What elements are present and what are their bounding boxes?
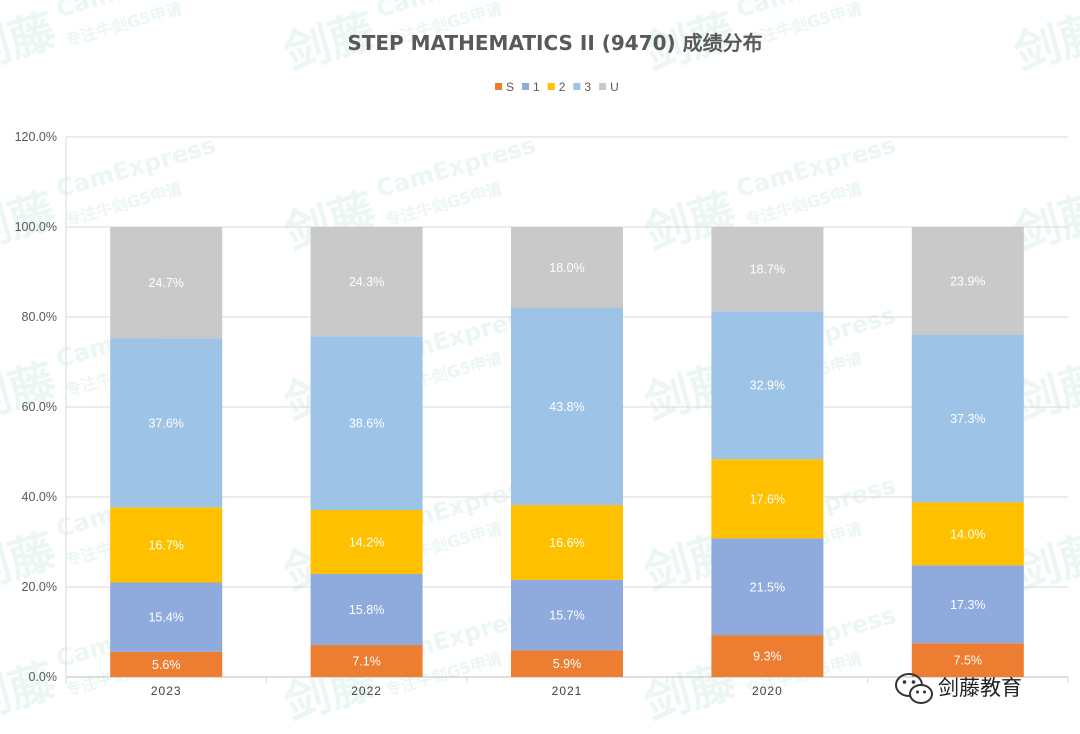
bar-stack: 9.3% 21.5% 17.6% 32.9% 18.7% (711, 227, 824, 677)
chart-title: STEP MATHEMATICS II (9470) 成绩分布 (347, 31, 762, 55)
data-label: 5.6% (152, 658, 181, 672)
data-label: 5.9% (553, 657, 582, 671)
legend-item: 1 (522, 80, 540, 94)
data-label: 15.4% (148, 611, 183, 625)
data-label: 38.6% (349, 417, 384, 431)
brand-badge: 剑藤教育 (895, 673, 1022, 704)
bar-segment (511, 227, 623, 308)
bar-segment (310, 510, 423, 574)
bar-segment (711, 459, 824, 539)
data-label: 17.3% (950, 598, 985, 612)
bar-segment (911, 334, 1024, 503)
bar-segment (511, 308, 623, 506)
bar-segment (511, 650, 623, 677)
data-label: 14.0% (950, 527, 985, 541)
legend-swatch (495, 83, 502, 90)
bars: 5.6% 15.4% 16.7% 37.6% 24.7% 7.1% 15.8% 14.2% 38… (110, 227, 1024, 677)
y-tick-label: 20.0% (22, 580, 57, 594)
bar-segment (310, 227, 423, 337)
y-tick-label: 60.0% (22, 400, 57, 414)
bar-segment (110, 338, 223, 508)
data-label: 15.7% (549, 609, 584, 623)
legend-label: 3 (584, 80, 591, 94)
data-label: 16.6% (549, 536, 584, 550)
bar-segment (310, 645, 423, 677)
bar-segment (711, 311, 824, 460)
data-label: 43.8% (549, 400, 584, 414)
bar-segment (911, 565, 1024, 644)
data-label: 7.5% (954, 654, 983, 668)
bar-stack: 7.5% 17.3% 14.0% 37.3% 23.9% (911, 227, 1024, 677)
legend-swatch (599, 83, 607, 90)
y-tick-label: 100.0% (15, 220, 57, 234)
data-label: 18.0% (549, 261, 584, 275)
bar-segment (911, 643, 1024, 677)
y-tick-label: 40.0% (22, 490, 57, 504)
bar-segment (711, 227, 824, 312)
bar-segment (110, 582, 223, 652)
bar-stack: 5.9% 15.7% 16.6% 43.8% 18.0% (511, 227, 623, 677)
bar-segment (110, 507, 223, 583)
data-label: 37.3% (950, 412, 985, 426)
legend-swatch (573, 83, 581, 90)
y-tick-label: 120.0% (15, 130, 57, 144)
brand-text: 剑藤教育 (938, 676, 1022, 700)
data-label: 17.6% (750, 492, 785, 506)
x-tick-label: 2021 (552, 684, 583, 698)
legend-item: S (495, 80, 514, 94)
legend-swatch (522, 83, 530, 90)
y-tick-label: 0.0% (29, 670, 58, 684)
bar-stack: 5.6% 15.4% 16.7% 37.6% 24.7% (110, 227, 223, 677)
data-label: 23.9% (950, 274, 985, 288)
data-label: 21.5% (750, 580, 785, 594)
data-label: 32.9% (750, 379, 785, 393)
bar-segment (911, 227, 1024, 335)
wechat-icon (895, 673, 933, 704)
data-label: 7.1% (352, 655, 381, 669)
bar-segment (110, 227, 223, 339)
legend-item: U (599, 80, 619, 94)
data-label: 18.7% (750, 263, 785, 277)
data-label: 24.7% (148, 276, 183, 290)
bar-segment (911, 502, 1024, 566)
legend-item: 2 (547, 80, 566, 94)
y-tick-label: 80.0% (22, 310, 57, 324)
data-label: 9.3% (753, 650, 782, 664)
data-label: 37.6% (148, 416, 183, 430)
svg-text:剑藤: 剑藤 (1008, 3, 1080, 80)
bar-segment (711, 635, 824, 677)
svg-text:剑藤: 剑藤 (0, 353, 61, 430)
svg-text:剑藤: 剑藤 (0, 653, 61, 730)
legend-swatch (547, 83, 555, 90)
bar-segment (310, 336, 423, 511)
data-label: 16.7% (148, 538, 183, 552)
bar-segment (310, 573, 423, 646)
legend-item: 3 (573, 80, 591, 94)
bar-stack: 7.1% 15.8% 14.2% 38.6% 24.3% (310, 227, 423, 677)
data-label: 15.8% (349, 603, 384, 617)
data-label: 14.2% (349, 536, 384, 550)
data-label: 24.3% (349, 275, 384, 289)
y-axis: 0.0% 20.0% 40.0% 60.0% 80.0% 100.0% 120.0% (15, 130, 67, 684)
x-tick-label: 2020 (752, 684, 783, 698)
x-tick-label: 2023 (151, 684, 182, 698)
legend-label: 1 (533, 80, 540, 94)
bar-segment (511, 579, 623, 651)
legend-label: U (610, 80, 619, 94)
legend-label: 2 (559, 80, 566, 94)
x-axis: 2023 2022 2021 2020 (65, 677, 1069, 698)
legend: S 1 2 3 U (495, 80, 619, 94)
bar-segment (511, 505, 623, 580)
svg-text:剑藤: 剑藤 (0, 3, 61, 80)
x-tick-label: 2022 (351, 684, 382, 698)
bar-segment (110, 651, 223, 677)
bar-segment (711, 538, 824, 636)
legend-label: S (506, 80, 514, 94)
